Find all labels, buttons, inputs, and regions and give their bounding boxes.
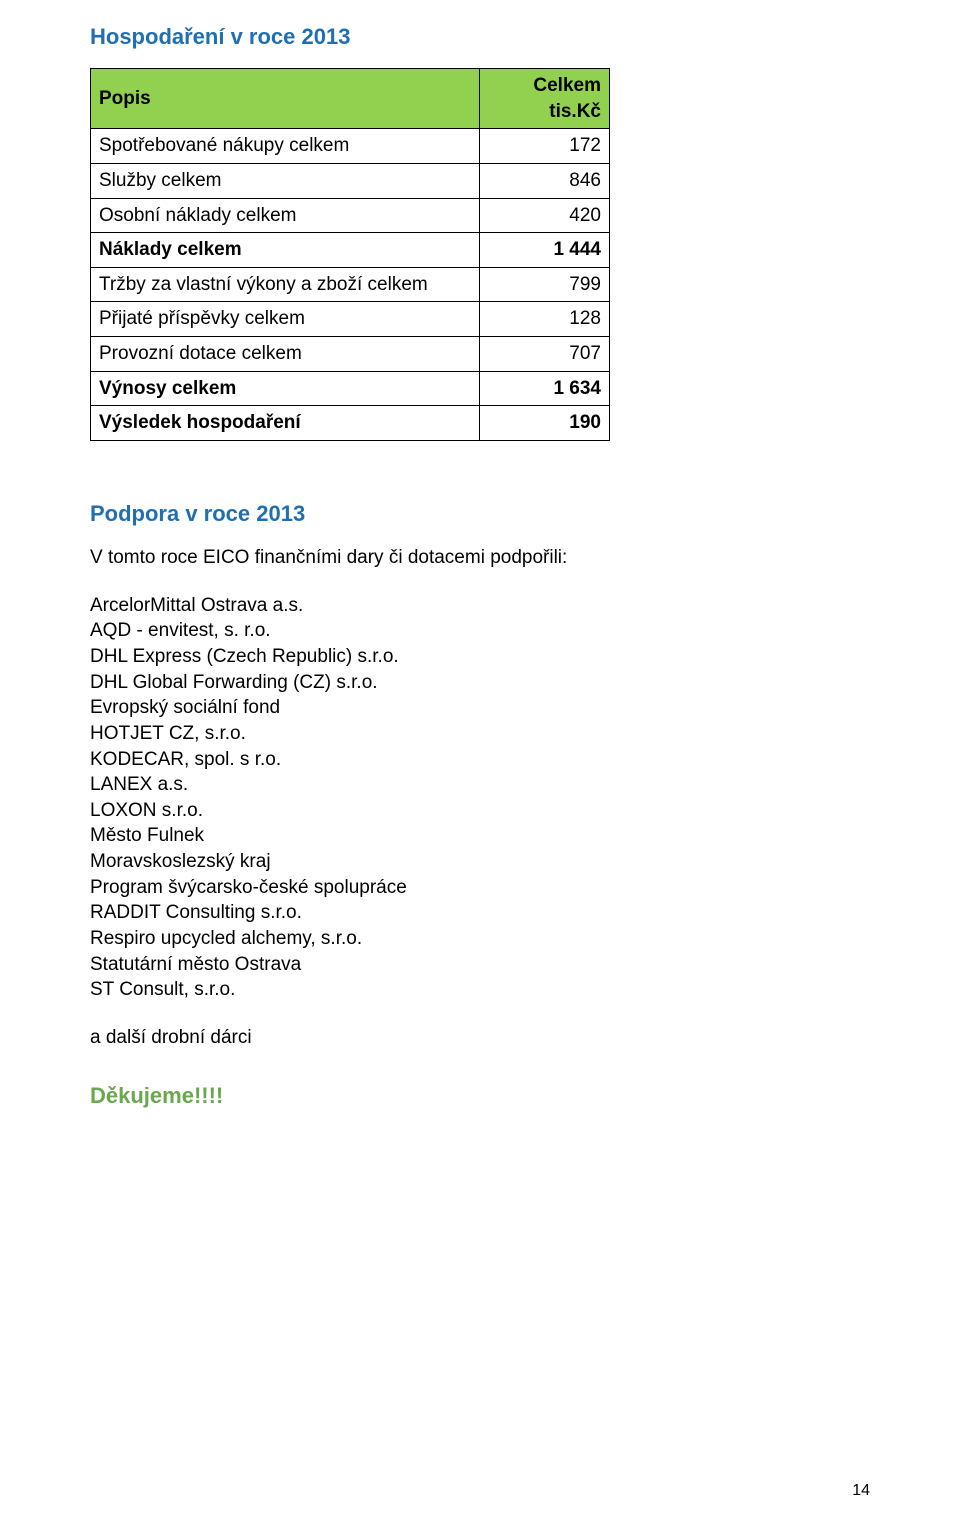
table-cell-value: 128 [480, 302, 610, 337]
heading-finance: Hospodaření v roce 2013 [90, 24, 870, 50]
table-row: Výsledek hospodaření190 [91, 406, 610, 441]
supporter-item: Město Fulnek [90, 823, 870, 849]
table-header-amount: Celkem tis.Kč [480, 69, 610, 129]
support-intro: V tomto roce EICO finančními dary či dot… [90, 545, 870, 571]
table-cell-label: Osobní náklady celkem [91, 198, 480, 233]
table-cell-value: 420 [480, 198, 610, 233]
thanks-text: Děkujeme!!!! [90, 1083, 870, 1109]
table-cell-label: Výnosy celkem [91, 371, 480, 406]
table-cell-label: Služby celkem [91, 163, 480, 198]
table-cell-value: 190 [480, 406, 610, 441]
table-row: Spotřebované nákupy celkem172 [91, 129, 610, 164]
table-header-row: Popis Celkem tis.Kč [91, 69, 610, 129]
supporter-item: Program švýcarsko-české spolupráce [90, 875, 870, 901]
supporter-item: Statutární město Ostrava [90, 952, 870, 978]
table-row: Provozní dotace celkem707 [91, 337, 610, 372]
supporter-item: ST Consult, s.r.o. [90, 977, 870, 1003]
table-row: Náklady celkem1 444 [91, 233, 610, 268]
supporter-item: Moravskoslezský kraj [90, 849, 870, 875]
table-row: Tržby za vlastní výkony a zboží celkem79… [91, 267, 610, 302]
table-body: Spotřebované nákupy celkem172Služby celk… [91, 129, 610, 441]
supporter-item: ArcelorMittal Ostrava a.s. [90, 593, 870, 619]
table-cell-label: Náklady celkem [91, 233, 480, 268]
table-cell-value: 846 [480, 163, 610, 198]
supporter-item: DHL Express (Czech Republic) s.r.o. [90, 644, 870, 670]
supporter-item: LOXON s.r.o. [90, 798, 870, 824]
table-cell-label: Provozní dotace celkem [91, 337, 480, 372]
supporter-item: Respiro upcycled alchemy, s.r.o. [90, 926, 870, 952]
table-cell-value: 1 444 [480, 233, 610, 268]
table-cell-label: Spotřebované nákupy celkem [91, 129, 480, 164]
table-cell-value: 707 [480, 337, 610, 372]
table-row: Přijaté příspěvky celkem128 [91, 302, 610, 337]
table-row: Výnosy celkem1 634 [91, 371, 610, 406]
table-cell-value: 1 634 [480, 371, 610, 406]
table-row: Osobní náklady celkem420 [91, 198, 610, 233]
supporter-item: HOTJET CZ, s.r.o. [90, 721, 870, 747]
table-cell-value: 172 [480, 129, 610, 164]
page: Hospodaření v roce 2013 Popis Celkem tis… [0, 0, 960, 1524]
table-cell-label: Přijaté příspěvky celkem [91, 302, 480, 337]
table-cell-label: Výsledek hospodaření [91, 406, 480, 441]
supporter-item: DHL Global Forwarding (CZ) s.r.o. [90, 670, 870, 696]
supporters-list: ArcelorMittal Ostrava a.s.AQD - envitest… [90, 593, 870, 1003]
table-cell-value: 799 [480, 267, 610, 302]
supporter-item: RADDIT Consulting s.r.o. [90, 900, 870, 926]
table-header-desc: Popis [91, 69, 480, 129]
page-number: 14 [852, 1482, 870, 1500]
supporter-item: LANEX a.s. [90, 772, 870, 798]
table-cell-label: Tržby za vlastní výkony a zboží celkem [91, 267, 480, 302]
supporter-item: AQD - envitest, s. r.o. [90, 618, 870, 644]
finance-table: Popis Celkem tis.Kč Spotřebované nákupy … [90, 68, 610, 441]
other-donors: a další drobní dárci [90, 1025, 870, 1051]
heading-support: Podpora v roce 2013 [90, 501, 870, 527]
supporter-item: Evropský sociální fond [90, 695, 870, 721]
supporter-item: KODECAR, spol. s r.o. [90, 747, 870, 773]
table-row: Služby celkem846 [91, 163, 610, 198]
